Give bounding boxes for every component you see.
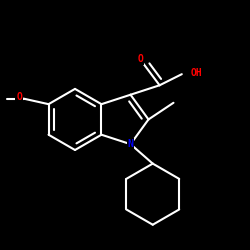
Text: OH: OH: [190, 68, 202, 78]
Text: O: O: [16, 92, 22, 102]
Text: N: N: [128, 139, 134, 149]
Text: O: O: [137, 54, 143, 64]
